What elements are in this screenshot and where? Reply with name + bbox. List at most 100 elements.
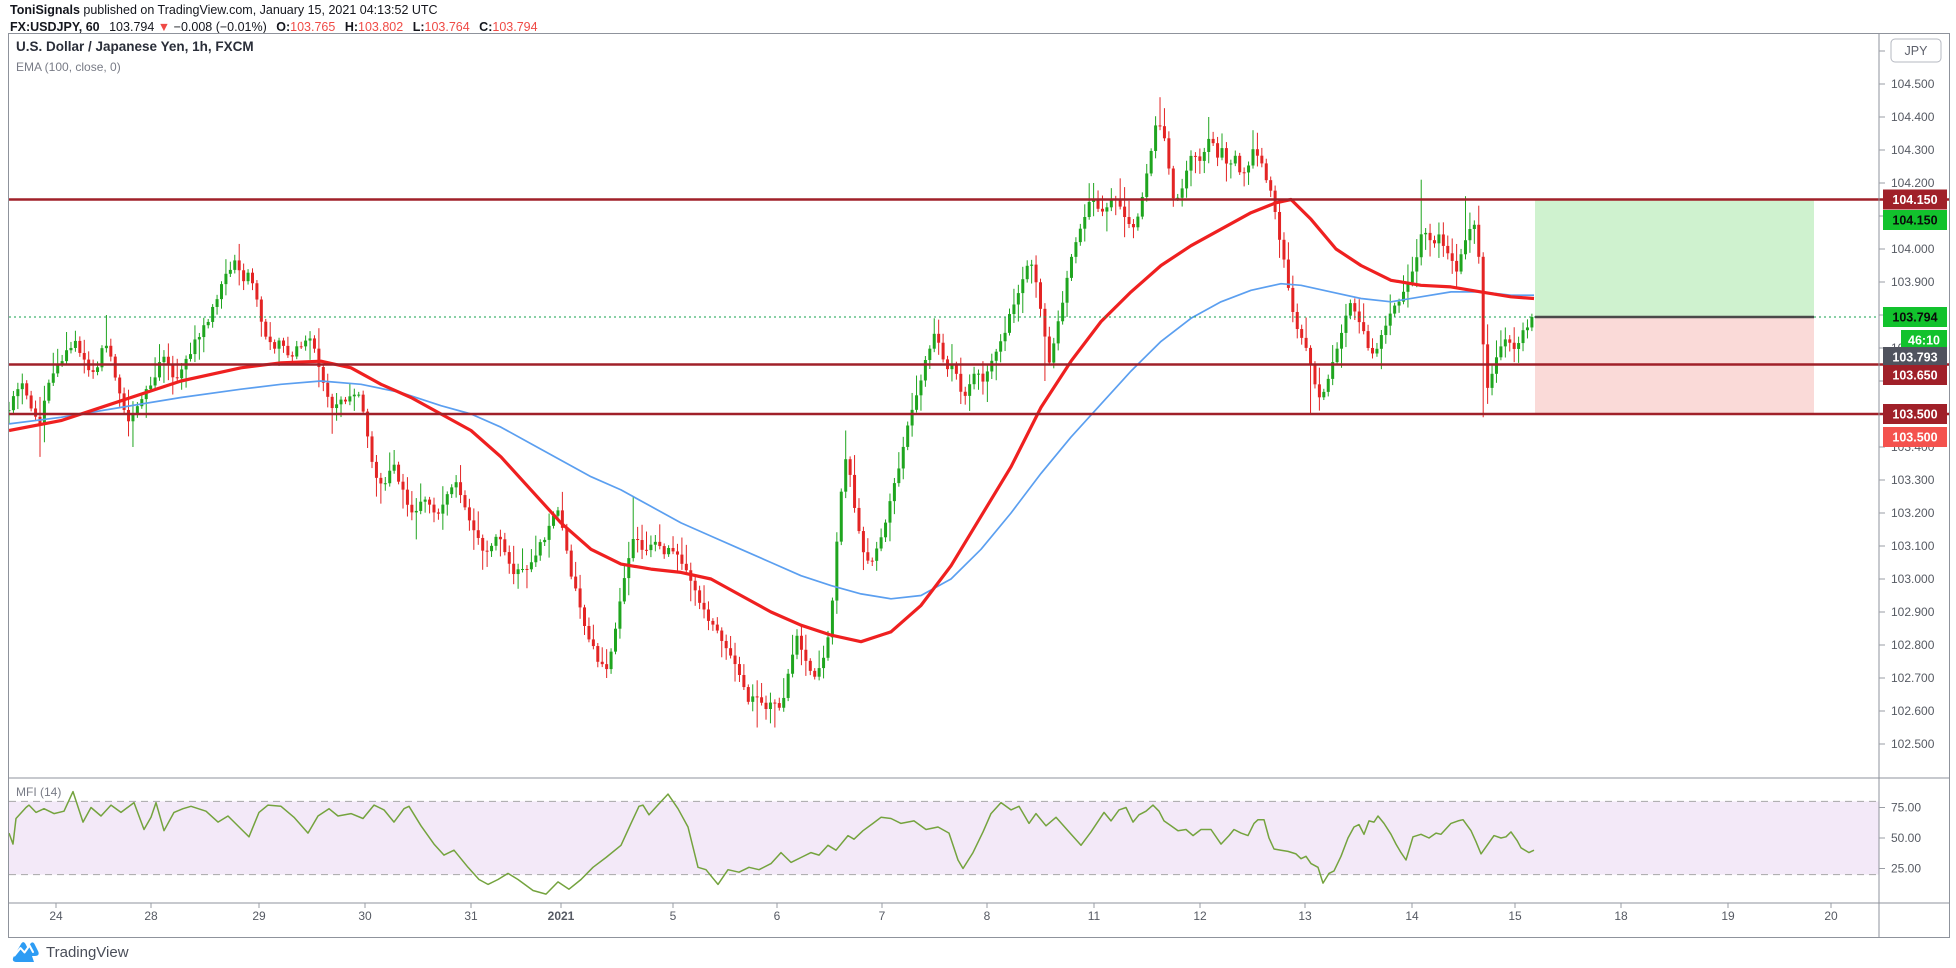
candle-body	[1109, 198, 1113, 208]
candle-body	[1061, 302, 1065, 322]
candle-body	[804, 649, 808, 661]
candle-body	[1123, 206, 1127, 218]
candle-body	[361, 394, 365, 412]
candle-body	[215, 299, 219, 307]
chart-canvas[interactable]: 104.600104.500104.400104.300104.200104.1…	[7, 34, 1949, 937]
candle-body	[246, 272, 250, 282]
high-value: 103.802	[358, 20, 404, 34]
tradingview-logo-text: TradingView	[46, 943, 129, 961]
candle-body	[521, 568, 525, 570]
candle-body	[1264, 163, 1268, 181]
candle-body	[445, 494, 449, 505]
badge-text: 103.650	[1892, 369, 1937, 383]
candle-body	[1012, 304, 1016, 315]
candle-body	[830, 600, 834, 638]
candle-body	[618, 601, 622, 629]
time-tick-label: 6	[774, 909, 781, 923]
candle-body	[1366, 331, 1370, 348]
candle-body	[317, 348, 321, 368]
candle-body	[60, 361, 64, 364]
candle-body	[994, 351, 998, 361]
candle-body	[1003, 332, 1007, 342]
candle-body	[122, 393, 126, 410]
ema-red-line	[8, 197, 1535, 644]
candle-body	[768, 702, 772, 710]
long-position-tool[interactable]	[1535, 199, 1814, 415]
candle-body	[1216, 143, 1220, 158]
currency-unit-button[interactable]: JPY	[1890, 38, 1942, 63]
candle-body	[47, 382, 51, 401]
candle-body	[109, 345, 113, 357]
candle-body	[96, 367, 100, 372]
candle-body	[1468, 229, 1472, 241]
candle-body	[724, 640, 728, 649]
candle-body	[627, 558, 631, 579]
candle-body	[127, 409, 131, 422]
candle-body	[795, 635, 799, 655]
close-value: 103.794	[492, 20, 538, 34]
candle-body	[1410, 271, 1414, 283]
candle-body	[1065, 277, 1069, 303]
candle-body	[1016, 293, 1020, 305]
candle-body	[1517, 343, 1521, 349]
candle-body	[135, 406, 139, 414]
candle-body	[42, 400, 46, 425]
candle-body	[875, 548, 879, 561]
time-tick-label: 2021	[548, 909, 575, 923]
badge-text: 46:10	[1908, 334, 1940, 348]
candle-body	[764, 702, 768, 710]
candle-body	[538, 542, 542, 556]
candle-body	[729, 648, 733, 656]
candle-body	[1348, 303, 1352, 316]
price-axis[interactable]: 104.600104.500104.400104.300104.200104.1…	[1879, 44, 1935, 751]
candle-body	[343, 399, 347, 402]
candle-body	[587, 625, 591, 640]
candle-body	[702, 602, 706, 610]
candle-body	[972, 373, 976, 385]
mfi-axis[interactable]: 75.00 50.00 25.00	[1879, 801, 1921, 876]
axis-price-badge: 103.793	[1883, 347, 1947, 367]
badge-text: 103.500	[1892, 408, 1937, 422]
candle-body	[104, 345, 108, 349]
candle-body	[189, 354, 193, 359]
down-arrow-icon: ▼	[157, 20, 171, 34]
candle-body	[1211, 138, 1215, 144]
badge-text: 103.500	[1892, 431, 1937, 445]
time-tick-label: 8	[984, 909, 991, 923]
publish-header: ToniSignals published on TradingView.com…	[10, 2, 538, 36]
candle-body	[1069, 256, 1073, 278]
candle-body	[799, 635, 803, 650]
candle-body	[149, 385, 153, 390]
candle-body	[760, 697, 764, 703]
candle-body	[1105, 207, 1109, 212]
candle-body	[1149, 150, 1153, 174]
candle-body	[839, 491, 843, 542]
candle-body	[1450, 253, 1454, 261]
tradingview-attribution[interactable]: TradingView	[12, 938, 129, 966]
candle-body	[848, 459, 852, 475]
candle-body	[1238, 155, 1242, 173]
candle-body	[383, 483, 387, 485]
axis-price-badge: 104.150	[1883, 189, 1947, 210]
candle-body	[751, 696, 755, 702]
price-tick-label: 103.100	[1891, 539, 1935, 553]
time-tick-label: 20	[1824, 909, 1838, 923]
candle-body	[525, 568, 529, 570]
candle-body	[1025, 265, 1029, 280]
candle-body	[1317, 384, 1321, 398]
candle-body	[1309, 347, 1313, 366]
candle-body	[1118, 198, 1122, 207]
axis-price-badge: 46:10	[1901, 330, 1947, 350]
publish-line: ToniSignals published on TradingView.com…	[10, 2, 538, 19]
candle-body	[219, 284, 223, 300]
candle-body	[250, 272, 254, 284]
candle-body	[51, 373, 55, 383]
candle-body	[884, 522, 888, 538]
candle-body	[861, 531, 865, 553]
candle-body	[1158, 125, 1162, 127]
time-axis[interactable]: 24 28 29 30 31 2021 5 6 7 8 11 12 13 14 15 18 19 20	[49, 903, 1838, 923]
candle-body	[1140, 196, 1144, 217]
candle-body	[1052, 343, 1056, 363]
candle-body	[1508, 339, 1512, 343]
time-tick-label: 28	[144, 909, 158, 923]
